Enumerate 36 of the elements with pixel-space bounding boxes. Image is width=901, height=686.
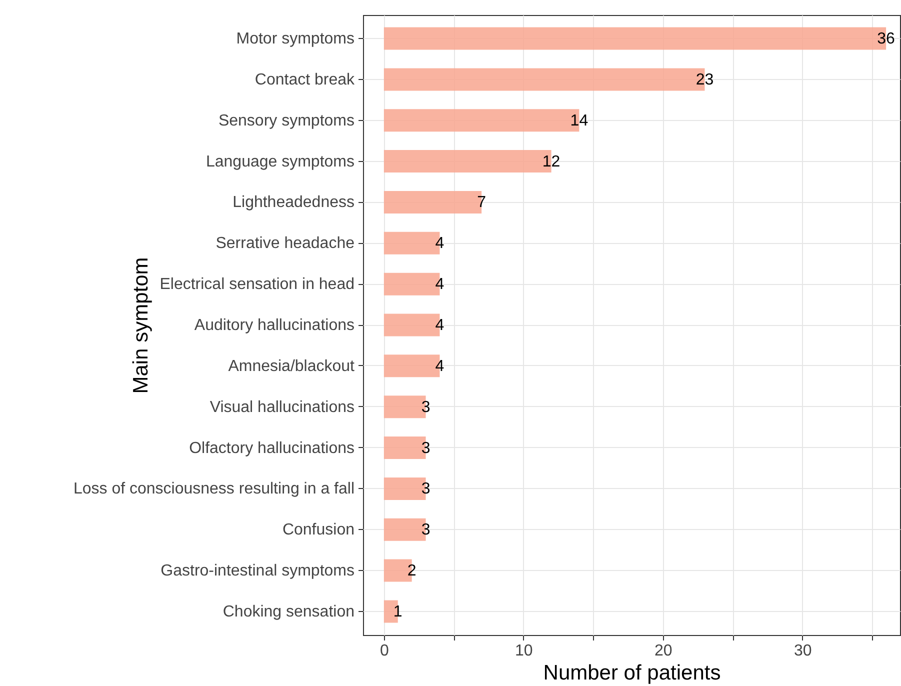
data-label: 4 bbox=[435, 358, 444, 375]
data-label: 23 bbox=[696, 71, 714, 88]
y-tick-label: Serrative headache bbox=[216, 235, 355, 252]
data-label: 3 bbox=[421, 398, 430, 416]
x-tick-label: 20 bbox=[654, 642, 672, 660]
y-tick-label: Amnesia/blackout bbox=[228, 358, 356, 375]
y-tick-label: Motor symptoms bbox=[236, 30, 354, 48]
data-label: 3 bbox=[421, 522, 430, 539]
y-tick-label: Language symptoms bbox=[206, 153, 354, 170]
y-tick-label: Choking sensation bbox=[222, 603, 354, 620]
data-label: 12 bbox=[542, 153, 560, 170]
x-tick-label: 30 bbox=[794, 642, 812, 660]
x-tick-label: 0 bbox=[380, 642, 389, 660]
data-label: 1 bbox=[393, 603, 402, 620]
data-label: 3 bbox=[421, 440, 430, 457]
y-axis-title: Main symptom bbox=[130, 257, 152, 394]
x-axis-title: Number of patients bbox=[543, 662, 721, 684]
y-tick-label: Lightheadedness bbox=[232, 194, 354, 212]
y-tick-label: Olfactory hallucinations bbox=[189, 440, 354, 457]
y-tick-label: Contact break bbox=[254, 71, 356, 88]
y-tick-label: Visual hallucinations bbox=[210, 398, 354, 416]
data-label: 4 bbox=[435, 276, 444, 294]
y-tick-label: Auditory hallucinations bbox=[194, 317, 354, 334]
data-label: 2 bbox=[407, 562, 416, 580]
y-tick-label: Loss of consciousness resulting in a fall bbox=[73, 480, 354, 498]
data-label: 3 bbox=[421, 480, 430, 498]
y-tick-label: Confusion bbox=[282, 522, 354, 539]
data-label: 4 bbox=[435, 317, 444, 334]
y-tick-label: Electrical sensation in head bbox=[160, 276, 354, 294]
data-label: 4 bbox=[435, 235, 444, 252]
y-tick-label: Gastro-intestinal symptoms bbox=[160, 562, 354, 580]
data-label: 7 bbox=[477, 194, 486, 212]
x-tick-label: 10 bbox=[515, 642, 533, 660]
data-label: 14 bbox=[570, 112, 588, 130]
data-label: 36 bbox=[877, 30, 896, 48]
y-tick-label: Sensory symptoms bbox=[218, 112, 354, 130]
